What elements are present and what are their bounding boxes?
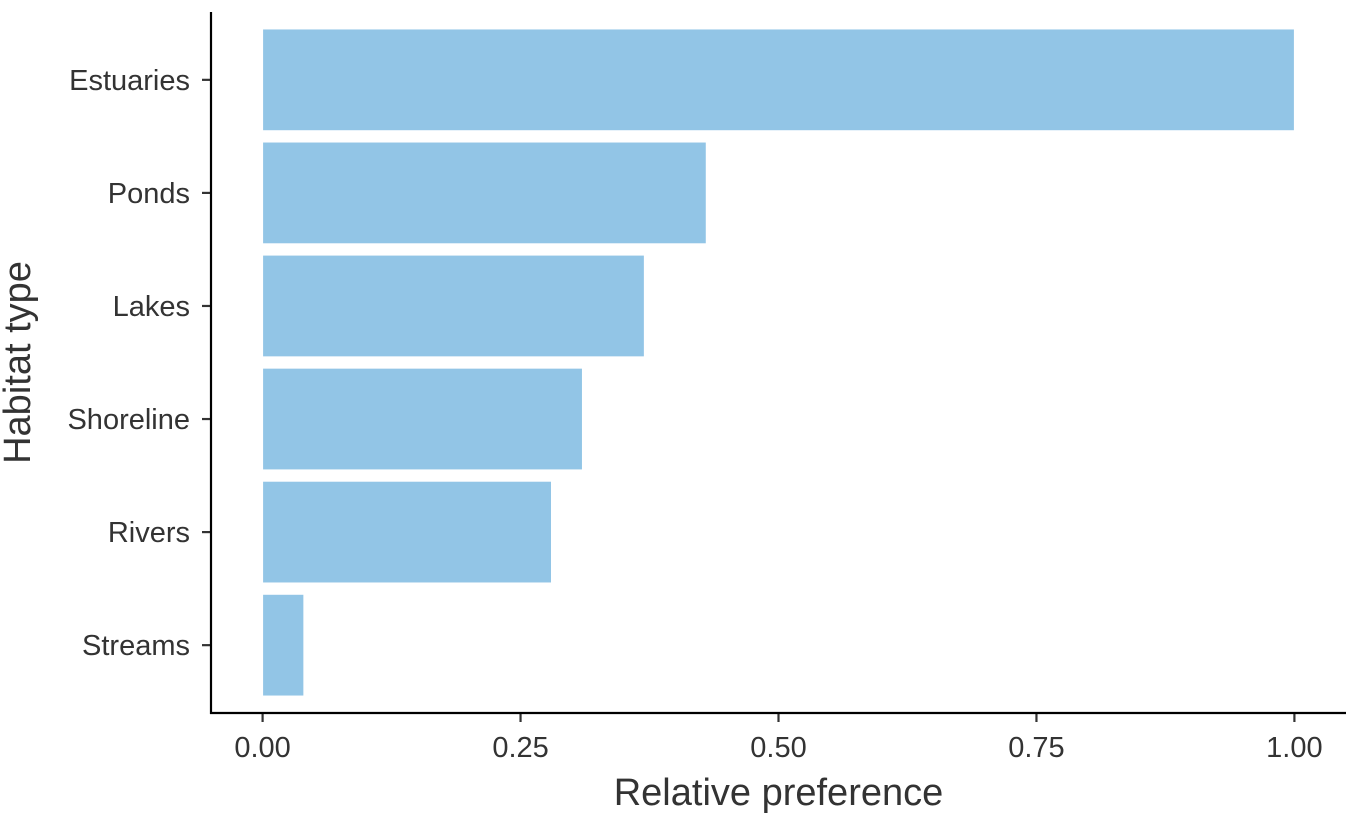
y-axis-title: Habitat type — [0, 261, 39, 464]
y-tick-label: Rivers — [108, 517, 190, 549]
x-axis-title: Relative preference — [614, 772, 944, 814]
x-tick-label: 0.00 — [234, 732, 290, 764]
x-tick-label: 0.50 — [750, 732, 806, 764]
y-tick-label: Lakes — [113, 291, 190, 323]
x-axis-ticks: 0.00 0.25 0.50 0.75 1.00 — [234, 713, 1323, 764]
x-tick-label: 0.75 — [1008, 732, 1064, 764]
y-tick-label: Shoreline — [67, 404, 190, 436]
x-tick-label: 1.00 — [1266, 732, 1322, 764]
x-tick-label: 0.25 — [492, 732, 548, 764]
bar-ponds — [262, 141, 707, 245]
bar-lakes — [262, 254, 645, 358]
bars-group — [262, 28, 1295, 697]
y-tick-label: Ponds — [108, 178, 190, 210]
bar-rivers — [262, 480, 552, 584]
bar-streams — [262, 593, 305, 697]
bar-estuaries — [262, 28, 1295, 132]
y-axis-ticks: Streams Rivers Shoreline Lakes Ponds Estuarie… — [67, 65, 211, 662]
y-tick-label: Streams — [82, 630, 190, 662]
y-tick-label: Estuaries — [69, 65, 190, 97]
bar-shoreline — [262, 367, 583, 471]
